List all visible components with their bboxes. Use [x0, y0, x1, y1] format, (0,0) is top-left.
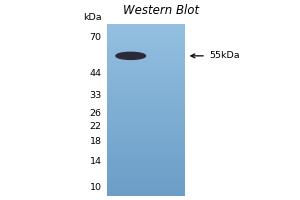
Text: 14: 14 [89, 157, 101, 166]
Text: 55kDa: 55kDa [191, 51, 239, 60]
Text: 26: 26 [89, 109, 101, 118]
Text: 44: 44 [89, 69, 101, 78]
Text: 10: 10 [89, 183, 101, 192]
Text: 22: 22 [89, 122, 101, 131]
Text: kDa: kDa [83, 13, 101, 22]
Text: 33: 33 [89, 91, 101, 100]
Ellipse shape [116, 52, 146, 59]
Text: 18: 18 [89, 137, 101, 146]
Text: 70: 70 [89, 33, 101, 42]
Text: Western Blot: Western Blot [123, 4, 199, 17]
